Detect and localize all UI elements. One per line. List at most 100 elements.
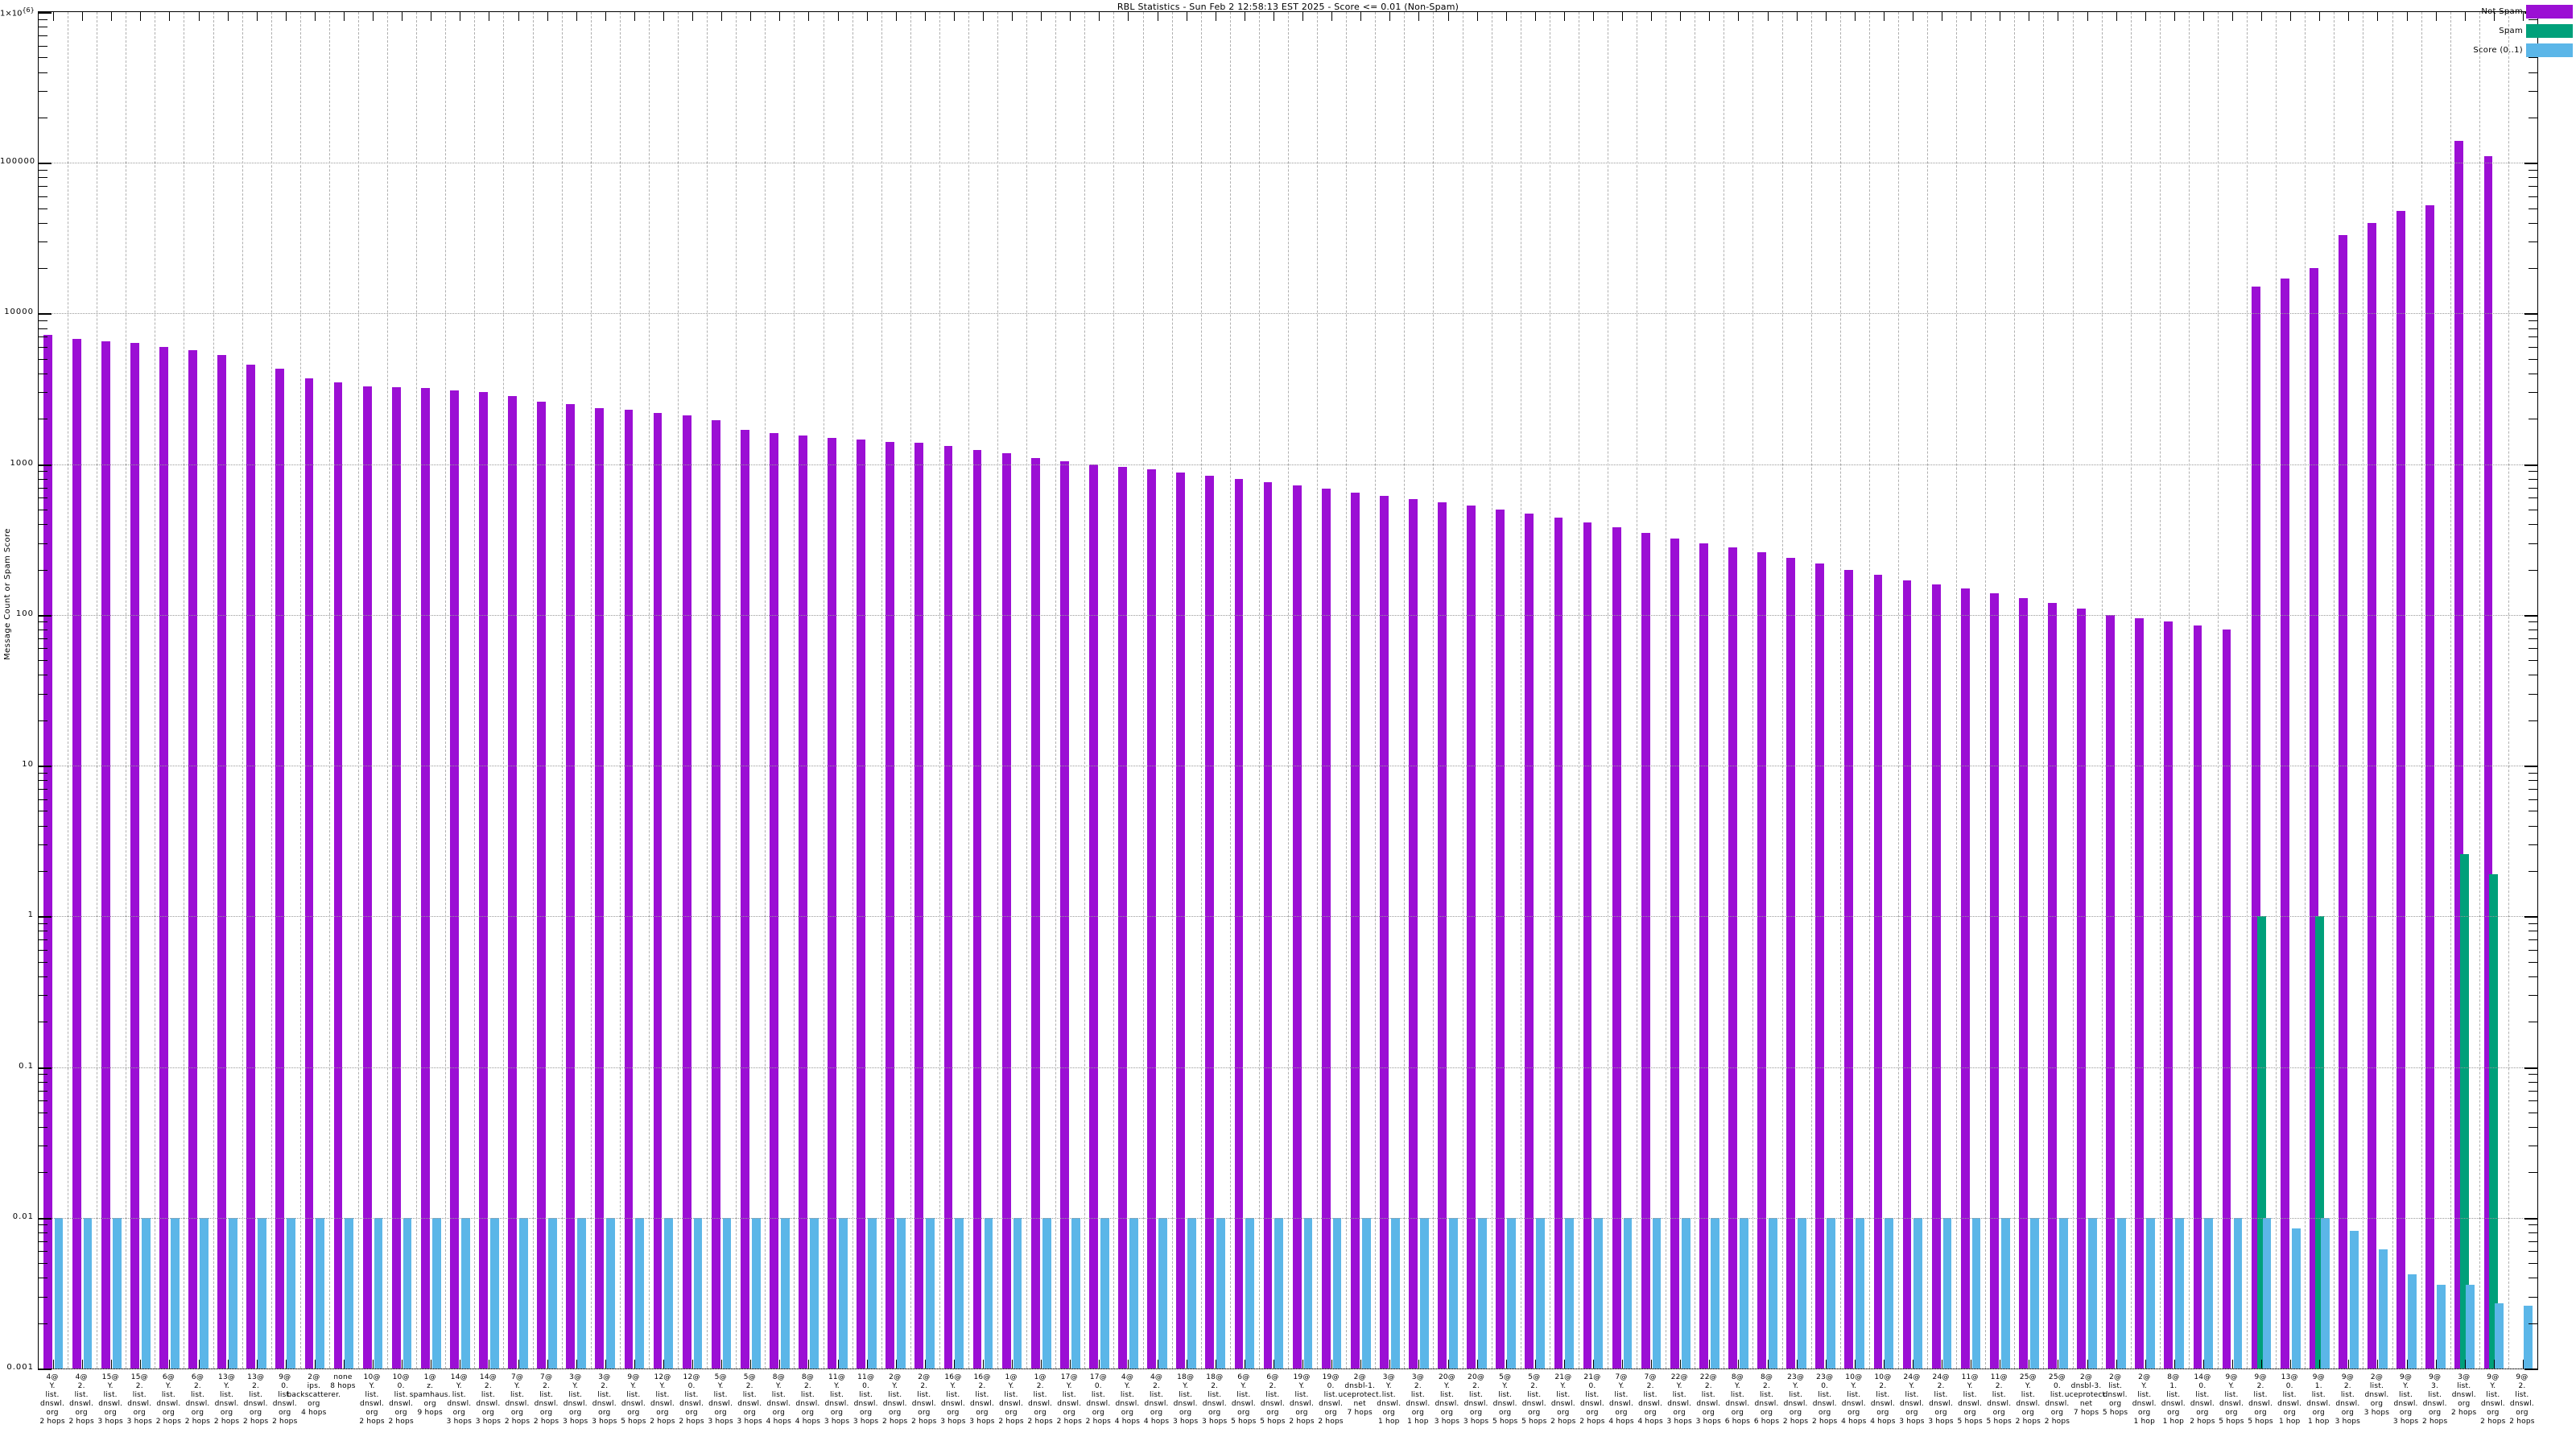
bar-score[interactable] <box>2000 1217 2010 1368</box>
bar-not-spam[interactable] <box>799 436 807 1368</box>
bar-score[interactable] <box>402 1217 412 1368</box>
bar-score[interactable] <box>2146 1217 2156 1368</box>
bar-not-spam[interactable] <box>1873 574 1883 1368</box>
bar-score[interactable] <box>1507 1217 1516 1368</box>
bar-not-spam[interactable] <box>43 335 52 1368</box>
bar-spam[interactable] <box>2460 853 2470 1368</box>
bar-not-spam[interactable] <box>450 390 459 1368</box>
bar-group[interactable] <box>1143 12 1172 1368</box>
bar-score[interactable] <box>1652 1217 1662 1368</box>
bar-group[interactable] <box>707 12 736 1368</box>
bar-score[interactable] <box>548 1217 557 1368</box>
bar-group[interactable] <box>1084 12 1113 1368</box>
bar-group[interactable] <box>2421 12 2450 1368</box>
bar-group[interactable] <box>2073 12 2102 1368</box>
bar-group[interactable] <box>416 12 445 1368</box>
bar-not-spam[interactable] <box>72 338 81 1368</box>
bar-not-spam[interactable] <box>217 355 227 1368</box>
bar-not-spam[interactable] <box>1525 514 1534 1368</box>
bar-score[interactable] <box>1361 1217 1371 1368</box>
bar-score[interactable] <box>2466 1284 2475 1368</box>
bar-score[interactable] <box>955 1217 964 1368</box>
bar-not-spam[interactable] <box>1467 506 1476 1368</box>
bar-group[interactable] <box>881 12 910 1368</box>
bar-not-spam[interactable] <box>1583 522 1592 1368</box>
bar-group[interactable] <box>794 12 823 1368</box>
bar-group[interactable] <box>910 12 939 1368</box>
bar-not-spam[interactable] <box>1815 563 1825 1368</box>
bar-not-spam[interactable] <box>420 388 430 1368</box>
bar-not-spam[interactable] <box>101 341 110 1368</box>
bar-group[interactable] <box>1752 12 1781 1368</box>
bar-score[interactable] <box>2262 1217 2272 1368</box>
bar-group[interactable] <box>2043 12 2072 1368</box>
bar-spam[interactable] <box>2489 874 2499 1368</box>
bar-group[interactable] <box>2131 12 2160 1368</box>
bar-not-spam[interactable] <box>682 415 691 1368</box>
bar-not-spam[interactable] <box>1844 569 1854 1368</box>
bar-group[interactable] <box>2392 12 2421 1368</box>
bar-group[interactable] <box>678 12 707 1368</box>
legend-spam[interactable]: Spam <box>2372 24 2573 39</box>
bar-group[interactable] <box>503 12 532 1368</box>
bar-score[interactable] <box>1913 1217 1923 1368</box>
bar-group[interactable] <box>68 12 97 1368</box>
bar-group[interactable] <box>300 12 329 1368</box>
bar-group[interactable] <box>1230 12 1259 1368</box>
bar-score[interactable] <box>780 1217 790 1368</box>
bar-not-spam[interactable] <box>333 382 343 1368</box>
bar-score[interactable] <box>839 1217 848 1368</box>
bar-group[interactable] <box>1463 12 1492 1368</box>
bar-group[interactable] <box>1055 12 1084 1368</box>
bar-group[interactable] <box>736 12 765 1368</box>
bar-group[interactable] <box>2479 12 2508 1368</box>
bar-score[interactable] <box>2088 1217 2097 1368</box>
bar-not-spam[interactable] <box>1670 539 1679 1368</box>
bar-not-spam[interactable] <box>2193 625 2202 1368</box>
bar-score[interactable] <box>2233 1217 2243 1368</box>
bar-group[interactable] <box>1985 12 2014 1368</box>
bar-spam[interactable] <box>2256 916 2266 1368</box>
bar-score[interactable] <box>141 1217 151 1368</box>
bar-group[interactable] <box>1259 12 1288 1368</box>
bar-not-spam[interactable] <box>1030 457 1040 1368</box>
bar-not-spam[interactable] <box>1205 475 1215 1368</box>
bar-score[interactable] <box>664 1217 674 1368</box>
bar-group[interactable] <box>1550 12 1579 1368</box>
bar-score[interactable] <box>1971 1217 1981 1368</box>
bar-not-spam[interactable] <box>130 342 139 1368</box>
bar-score[interactable] <box>751 1217 761 1368</box>
bar-score[interactable] <box>2291 1228 2301 1368</box>
bar-not-spam[interactable] <box>2106 614 2116 1368</box>
bar-group[interactable] <box>824 12 852 1368</box>
bar-group[interactable] <box>1404 12 1433 1368</box>
bar-not-spam[interactable] <box>1641 533 1650 1368</box>
bar-not-spam[interactable] <box>1728 547 1737 1368</box>
bar-group[interactable] <box>591 12 620 1368</box>
bar-score[interactable] <box>1216 1217 1226 1368</box>
bar-not-spam[interactable] <box>2483 156 2493 1368</box>
bar-score[interactable] <box>1565 1217 1575 1368</box>
bar-score[interactable] <box>1798 1217 1806 1368</box>
bar-score[interactable] <box>83 1217 93 1368</box>
bar-group[interactable] <box>1288 12 1317 1368</box>
bar-not-spam[interactable] <box>1321 488 1331 1368</box>
bar-group[interactable] <box>1346 12 1375 1368</box>
bar-not-spam[interactable] <box>1902 580 1912 1368</box>
bar-group[interactable] <box>387 12 416 1368</box>
bar-not-spam[interactable] <box>914 443 924 1368</box>
bar-score[interactable] <box>1100 1217 1109 1368</box>
bar-not-spam[interactable] <box>2368 222 2376 1368</box>
bar-group[interactable] <box>1724 12 1752 1368</box>
bar-not-spam[interactable] <box>857 440 866 1368</box>
bar-score[interactable] <box>1448 1217 1458 1368</box>
bar-not-spam[interactable] <box>1292 485 1302 1368</box>
bar-group[interactable] <box>2305 12 2334 1368</box>
bar-group[interactable] <box>1637 12 1666 1368</box>
bar-score[interactable] <box>1827 1217 1836 1368</box>
bar-not-spam[interactable] <box>2309 268 2318 1368</box>
bar-not-spam[interactable] <box>653 412 663 1368</box>
bar-group[interactable] <box>242 12 271 1368</box>
bar-group[interactable] <box>1201 12 1230 1368</box>
bar-group[interactable] <box>765 12 794 1368</box>
